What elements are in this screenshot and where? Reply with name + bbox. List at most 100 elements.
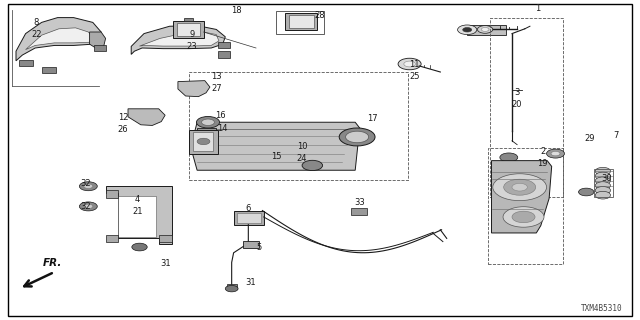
Bar — [118, 196, 156, 237]
Bar — [467, 25, 506, 35]
Bar — [19, 60, 33, 66]
Circle shape — [595, 187, 611, 194]
Bar — [189, 130, 218, 154]
Circle shape — [404, 61, 415, 67]
Circle shape — [79, 182, 97, 191]
Text: FR.: FR. — [43, 258, 62, 268]
Text: 32: 32 — [80, 179, 90, 188]
Text: 5: 5 — [257, 243, 262, 252]
Bar — [106, 235, 118, 242]
Bar — [285, 13, 317, 30]
Polygon shape — [106, 186, 172, 244]
Bar — [189, 72, 408, 180]
Text: 7: 7 — [613, 131, 618, 140]
Bar — [234, 211, 264, 225]
Text: 11: 11 — [410, 60, 420, 68]
Bar — [218, 51, 230, 58]
Bar — [173, 21, 204, 38]
Text: TXM4B5310: TXM4B5310 — [580, 304, 622, 313]
Bar — [490, 18, 563, 197]
Circle shape — [595, 167, 611, 175]
Circle shape — [346, 131, 369, 143]
Bar — [197, 128, 216, 138]
Text: 16: 16 — [216, 111, 226, 120]
Circle shape — [481, 28, 489, 31]
Circle shape — [493, 174, 547, 201]
Polygon shape — [178, 81, 210, 97]
Text: 2: 2 — [540, 147, 545, 156]
Text: 10: 10 — [297, 142, 307, 151]
Text: 13: 13 — [211, 72, 221, 81]
Text: 1: 1 — [535, 4, 540, 13]
Bar — [594, 169, 613, 197]
Text: 26: 26 — [118, 125, 128, 134]
Bar — [184, 18, 193, 21]
Polygon shape — [131, 26, 225, 54]
Bar — [488, 148, 563, 264]
Text: 20: 20 — [512, 100, 522, 109]
Circle shape — [84, 204, 93, 209]
Circle shape — [512, 183, 527, 191]
Circle shape — [302, 160, 323, 171]
Text: 29: 29 — [585, 134, 595, 143]
Text: 18: 18 — [232, 6, 242, 15]
Text: 28: 28 — [315, 11, 325, 20]
Circle shape — [579, 188, 594, 196]
Circle shape — [132, 243, 147, 251]
Text: 23: 23 — [187, 42, 197, 51]
Circle shape — [398, 58, 421, 70]
Bar — [276, 11, 324, 34]
Text: 15: 15 — [271, 152, 282, 161]
Circle shape — [477, 26, 493, 33]
Text: 30: 30 — [602, 174, 612, 183]
Circle shape — [225, 285, 238, 292]
Bar — [243, 241, 259, 248]
Bar — [289, 15, 314, 28]
Circle shape — [504, 179, 536, 195]
Polygon shape — [16, 18, 101, 61]
Circle shape — [595, 191, 611, 199]
Text: 21: 21 — [132, 207, 143, 216]
Polygon shape — [492, 161, 552, 233]
Circle shape — [500, 153, 518, 162]
Bar — [227, 284, 237, 289]
Text: 32: 32 — [80, 202, 90, 211]
Text: 8: 8 — [34, 18, 39, 27]
Polygon shape — [26, 28, 95, 50]
Circle shape — [463, 28, 472, 32]
Text: 31: 31 — [160, 259, 170, 268]
Polygon shape — [140, 32, 219, 46]
Bar — [351, 208, 367, 215]
Bar — [94, 45, 106, 51]
Bar — [193, 132, 213, 151]
Text: 25: 25 — [410, 72, 420, 81]
Text: 27: 27 — [211, 84, 221, 93]
Bar — [237, 213, 261, 223]
Text: 14: 14 — [218, 124, 228, 133]
Text: 17: 17 — [367, 114, 378, 123]
Circle shape — [458, 25, 477, 35]
Circle shape — [196, 116, 220, 128]
Text: 22: 22 — [31, 30, 42, 39]
Text: 19: 19 — [538, 159, 548, 168]
Polygon shape — [191, 122, 360, 170]
Circle shape — [595, 177, 611, 185]
Polygon shape — [128, 109, 165, 125]
Circle shape — [547, 149, 564, 158]
Bar — [106, 190, 118, 198]
Text: 9: 9 — [189, 30, 195, 39]
Circle shape — [197, 138, 210, 145]
Circle shape — [551, 151, 560, 156]
Circle shape — [339, 128, 375, 146]
Text: 4: 4 — [135, 195, 140, 204]
Bar — [177, 23, 200, 36]
Circle shape — [84, 184, 93, 188]
Polygon shape — [90, 32, 106, 47]
Bar — [42, 67, 56, 73]
Text: 24: 24 — [297, 154, 307, 163]
Circle shape — [595, 172, 611, 180]
Text: 6: 6 — [246, 204, 251, 213]
Bar — [159, 235, 172, 242]
Circle shape — [512, 211, 535, 223]
Circle shape — [202, 119, 214, 125]
